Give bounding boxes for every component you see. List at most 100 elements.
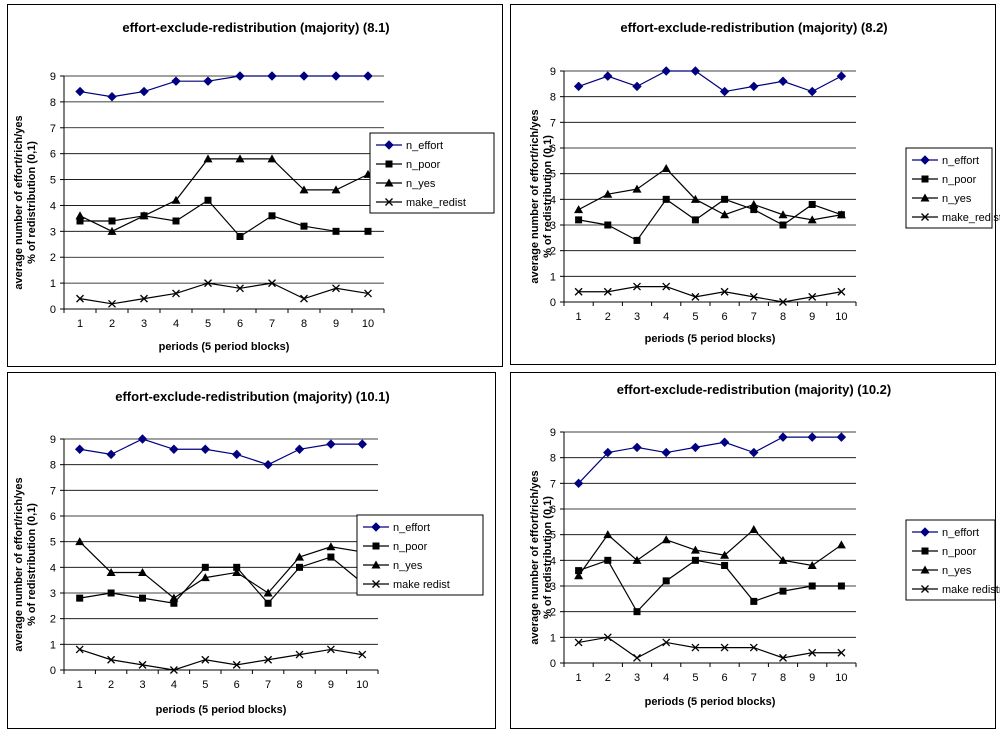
data-point (75, 645, 84, 654)
data-point (749, 292, 758, 301)
x-tick-label: 4 (173, 318, 179, 330)
legend-label: n_effort (393, 522, 430, 534)
legend-marker (371, 522, 381, 532)
data-point (720, 643, 729, 652)
data-point (264, 599, 272, 607)
data-point (74, 444, 85, 454)
y-tick-label: 7 (50, 485, 56, 497)
data-point (779, 298, 787, 306)
data-point (779, 653, 787, 662)
x-tick-label: 7 (751, 311, 757, 323)
data-point (574, 571, 584, 580)
data-point (632, 184, 642, 193)
legend-marker (372, 542, 380, 550)
x-tick-label: 9 (809, 672, 815, 684)
data-point-stroke-b (268, 279, 276, 288)
data-point-stroke-b (720, 643, 729, 652)
series-n_poor (575, 556, 845, 616)
y-tick-label: 5 (550, 530, 556, 542)
y-tick-label: 9 (50, 434, 56, 446)
y-tick-label: 1 (550, 271, 556, 283)
data-point (632, 81, 642, 92)
y-axis-label-line-2: % of redistribution (0,1) (26, 141, 38, 264)
chart-panel-3: effort-exclude-redistribution (majority)… (7, 372, 496, 729)
data-point (200, 444, 211, 454)
data-point (171, 76, 181, 86)
x-tick-label: 6 (722, 672, 728, 684)
series-n_yes (75, 537, 367, 602)
data-point (603, 287, 612, 296)
data-point-stroke-b (108, 299, 116, 308)
data-point-stroke-b (232, 660, 241, 669)
x-axis-label: periods (5 period blocks) (645, 696, 776, 708)
chart-svg-4: effort-exclude-redistribution (majority)… (529, 382, 1000, 708)
legend-marker (920, 155, 930, 165)
series-make redistri (574, 633, 846, 662)
data-point-stroke-b (749, 643, 758, 652)
y-tick-label: 1 (50, 278, 56, 290)
data-point (837, 582, 845, 590)
legend-marker-stroke-b (921, 213, 929, 221)
data-point (633, 282, 641, 291)
chart-title: effort-exclude-redistribution (majority)… (122, 20, 389, 35)
data-point (236, 233, 244, 241)
data-point (169, 444, 179, 454)
x-axis-label: periods (5 period blocks) (645, 333, 776, 345)
y-tick-label: 8 (550, 453, 556, 465)
data-point (268, 279, 276, 288)
y-tick-label: 2 (50, 252, 56, 264)
data-point (750, 597, 758, 605)
x-tick-label: 1 (576, 672, 582, 684)
series-line (578, 167, 842, 221)
data-point-stroke-b (720, 287, 729, 296)
y-tick-label: 4 (50, 200, 56, 212)
legend-box (905, 147, 993, 229)
data-point-stroke-b (837, 648, 846, 657)
data-point (573, 478, 584, 489)
chart-svg-2: effort-exclude-redistribution (majority)… (529, 20, 1000, 345)
data-point (573, 81, 584, 92)
data-point (574, 205, 584, 214)
x-tick-label: 2 (605, 672, 611, 684)
x-tick-label: 4 (663, 672, 669, 684)
legend-label: n_yes (942, 565, 972, 577)
y-tick-label: 3 (50, 588, 56, 600)
legend-label: n_effort (942, 155, 979, 167)
data-point (326, 439, 336, 449)
data-point (357, 439, 368, 449)
y-tick-label: 0 (550, 297, 556, 309)
data-point (332, 227, 340, 235)
x-tick-label: 5 (205, 318, 211, 330)
data-point (296, 563, 303, 571)
data-point (662, 282, 671, 291)
data-point (603, 633, 612, 642)
data-point-stroke-b (691, 643, 700, 652)
data-point (331, 71, 341, 81)
data-point-stroke-b (204, 279, 212, 288)
data-point-stroke-b (633, 653, 641, 662)
data-point (632, 555, 642, 564)
legend-marker-stroke-b (921, 585, 929, 593)
data-point (661, 164, 671, 173)
x-tick-label: 7 (265, 679, 271, 691)
legend-marker (384, 140, 394, 150)
data-point (204, 279, 212, 288)
data-point (603, 447, 613, 458)
legend-label: n_effort (942, 527, 979, 539)
data-point (358, 650, 367, 659)
data-point (232, 660, 241, 669)
data-point-stroke-b (236, 284, 244, 293)
data-point-stroke-b (264, 655, 273, 664)
data-point-stroke-b (662, 282, 671, 291)
data-point (263, 459, 273, 470)
data-point (807, 432, 817, 442)
data-point (690, 66, 701, 76)
data-point (107, 655, 116, 664)
data-point (575, 216, 583, 224)
x-tick-label: 3 (141, 318, 147, 330)
data-point (327, 553, 335, 561)
data-point (75, 537, 85, 546)
series-n_yes (574, 164, 846, 224)
data-point (662, 638, 671, 647)
